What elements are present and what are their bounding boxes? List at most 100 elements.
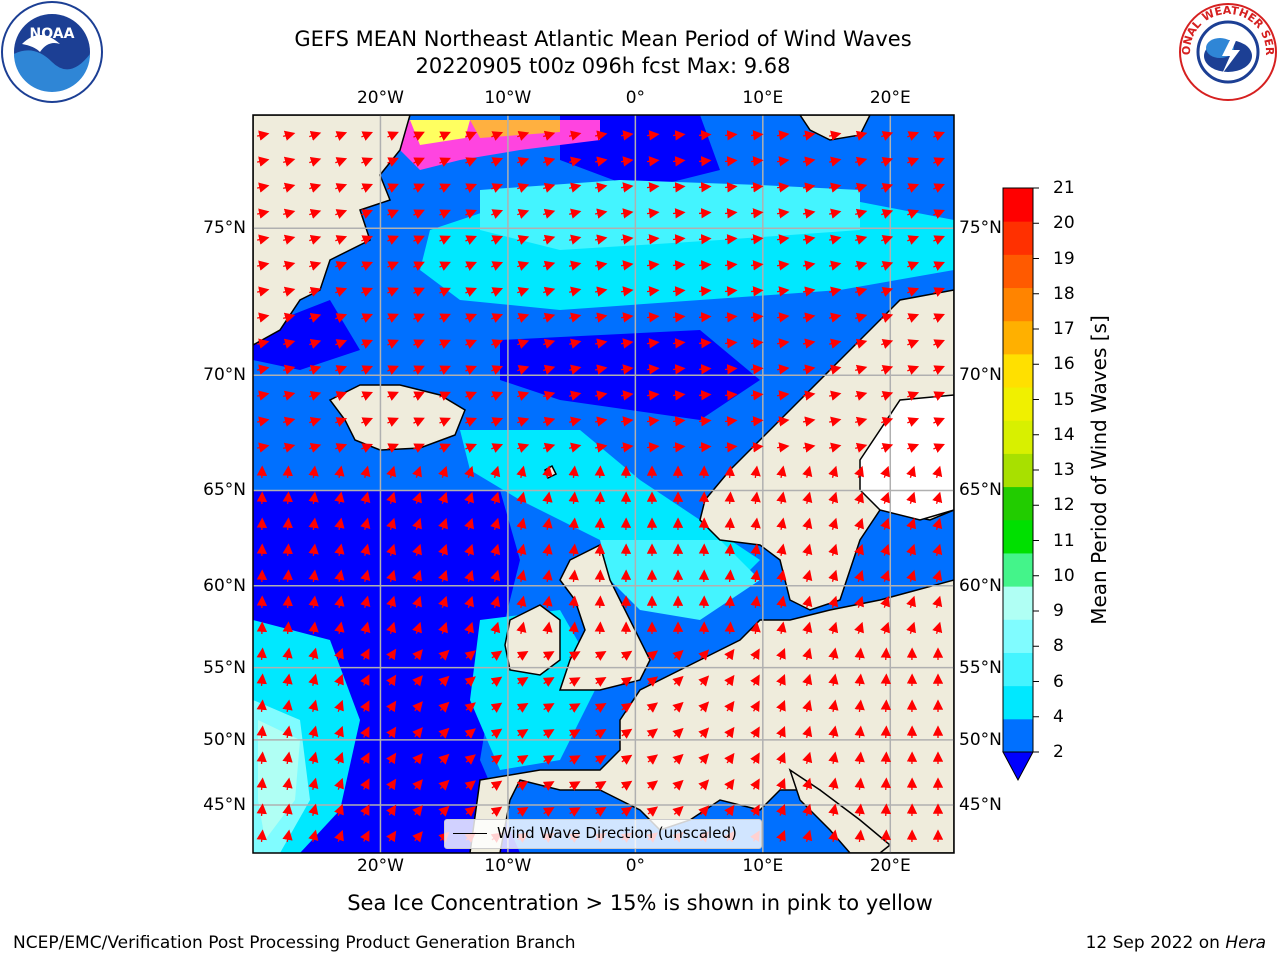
wind-wave-arrow: [594, 156, 608, 167]
wind-wave-arrow: [438, 621, 448, 634]
wind-wave-arrow: [256, 442, 270, 453]
wind-wave-arrow: [907, 391, 920, 401]
wind-wave-arrow: [386, 830, 397, 843]
wind-wave-arrow: [282, 621, 293, 635]
wind-wave-arrow: [672, 234, 686, 245]
wind-wave-arrow: [361, 157, 373, 167]
wind-wave-arrow: [750, 182, 764, 193]
colorbar-segment: [1003, 652, 1033, 687]
wind-wave-arrow: [594, 729, 607, 739]
wind-wave-arrow: [855, 416, 868, 427]
wind-wave-arrow: [698, 338, 712, 349]
wind-wave-arrow: [646, 286, 660, 297]
wind-wave-arrow: [283, 130, 296, 141]
colorbar-segment: [1003, 353, 1033, 388]
colorbar-tick-label: 10: [1053, 565, 1075, 586]
wind-wave-arrow: [880, 647, 892, 661]
wind-wave-arrow: [517, 183, 530, 193]
wind-wave-arrow: [360, 804, 370, 816]
wind-wave-arrow: [542, 621, 553, 635]
wind-wave-arrow: [933, 365, 945, 375]
wind-wave-arrow: [646, 416, 660, 427]
wind-wave-arrow: [854, 491, 864, 504]
footer-credit: NCEP/EMC/Verification Post Processing Pr…: [13, 933, 576, 953]
wind-wave-arrow: [776, 700, 786, 712]
wind-wave-arrow: [542, 729, 555, 739]
wind-wave-arrow: [334, 517, 345, 531]
wind-wave-arrow: [517, 209, 530, 219]
wind-wave-arrow: [802, 442, 816, 453]
wind-wave-arrow: [828, 621, 839, 634]
wind-wave-arrow: [309, 286, 322, 297]
wind-wave-arrow: [933, 417, 945, 427]
wind-wave-arrow: [361, 339, 373, 349]
wind-wave-arrow: [828, 673, 839, 687]
wind-wave-arrow: [881, 183, 894, 193]
wind-wave-arrow: [776, 648, 786, 660]
wind-wave-arrow: [334, 673, 344, 686]
wind-wave-arrow: [516, 806, 529, 817]
wind-wave-arrow: [880, 673, 892, 687]
wind-wave-arrow: [568, 621, 579, 635]
wind-wave-arrow: [464, 676, 476, 687]
wind-wave-arrow: [776, 442, 790, 453]
lon-tick-label-bottom: 10°E: [742, 856, 784, 876]
wind-wave-arrow: [724, 700, 735, 713]
wind-wave-arrow: [335, 183, 348, 193]
wind-wave-arrow: [491, 235, 504, 245]
wind-wave-arrow: [283, 286, 296, 297]
wind-wave-arrow: [880, 465, 890, 478]
wind-wave-arrow: [543, 364, 556, 375]
wind-wave-arrow: [516, 543, 527, 557]
wind-wave-arrow: [854, 543, 864, 556]
wind-wave-arrow: [776, 595, 787, 609]
mid-period-region: [258, 720, 300, 840]
wind-wave-arrow: [854, 829, 865, 843]
wind-wave-arrow: [334, 465, 345, 479]
wind-wave-arrow: [309, 156, 322, 167]
wind-wave-arrow: [309, 416, 322, 427]
wind-wave-arrow: [335, 313, 348, 323]
wind-wave-arrow: [543, 208, 556, 219]
wind-wave-arrow: [698, 286, 712, 297]
wind-wave-arrow: [439, 131, 451, 141]
lon-tick-label-top: 20°W: [356, 88, 404, 108]
wind-wave-arrow: [881, 365, 894, 375]
wind-wave-arrow: [672, 675, 684, 687]
wind-wave-arrow: [724, 543, 735, 557]
wind-wave-arrow: [309, 260, 322, 271]
wind-wave-arrow: [334, 725, 344, 738]
wind-wave-arrow: [282, 543, 293, 557]
wind-wave-arrow: [386, 726, 397, 739]
lat-tick-label-left: 55°N: [203, 657, 246, 678]
wind-wave-arrow: [672, 442, 686, 453]
wind-wave-arrow: [412, 569, 422, 582]
wind-wave-arrow: [256, 829, 267, 843]
wind-wave-arrow: [568, 651, 581, 661]
wind-wave-arrow: [438, 595, 448, 608]
wind-wave-arrow: [568, 156, 582, 167]
wind-wave-arrow: [907, 131, 920, 141]
wind-wave-arrow: [283, 442, 296, 453]
wind-wave-arrow: [439, 287, 451, 297]
wind-wave-arrow: [750, 260, 764, 271]
wind-wave-arrow: [568, 729, 581, 739]
lon-tick-label-bottom: 20°W: [356, 856, 404, 876]
wind-wave-arrow: [672, 753, 684, 765]
wind-wave-arrow: [646, 338, 660, 349]
wind-wave-arrow: [907, 261, 920, 271]
wind-wave-arrow: [308, 777, 319, 790]
wind-wave-arrow: [802, 829, 813, 842]
wind-wave-arrow: [672, 649, 684, 661]
wind-wave-arrow: [646, 442, 660, 453]
colorbar-segment: [1003, 586, 1033, 620]
wind-wave-arrow: [413, 339, 425, 349]
wind-wave-arrow: [335, 391, 348, 401]
wind-wave-arrow: [387, 443, 399, 453]
wind-wave-arrow: [465, 391, 477, 401]
lat-tick-label-left: 50°N: [203, 729, 246, 750]
wind-wave-arrow: [802, 234, 816, 245]
colorbar-tick-label: 16: [1053, 354, 1075, 375]
colorbar-tick-label: 9: [1053, 601, 1064, 621]
wind-wave-arrow: [283, 416, 296, 427]
